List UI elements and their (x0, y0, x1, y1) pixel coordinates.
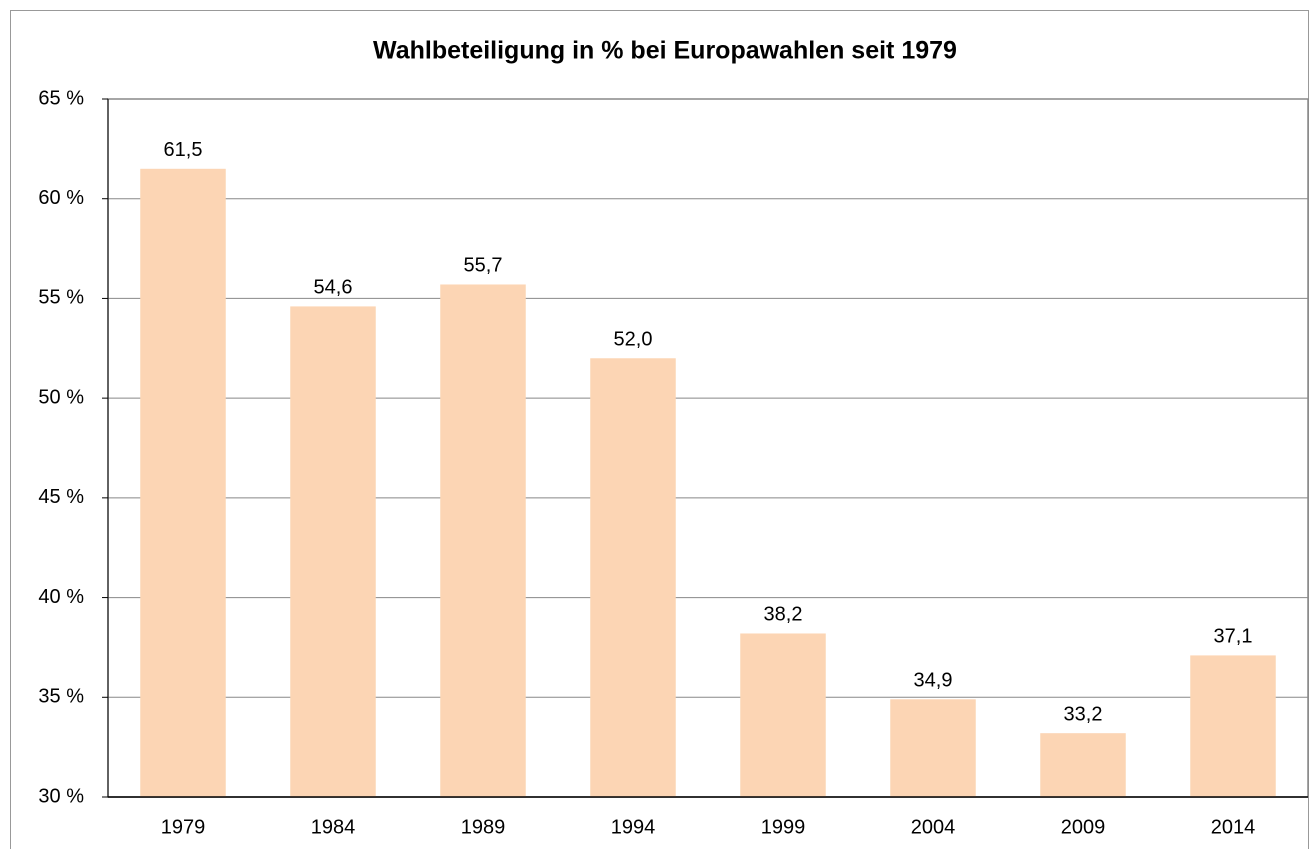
x-tick-label: 1994 (611, 816, 656, 838)
bar (1190, 655, 1276, 797)
data-label: 33,2 (1064, 703, 1103, 725)
x-tick-label: 2014 (1211, 816, 1256, 838)
x-tick-label: 2009 (1061, 816, 1106, 838)
data-label: 61,5 (164, 139, 203, 161)
data-label: 55,7 (464, 255, 503, 277)
bar (740, 633, 826, 797)
bar (890, 699, 976, 797)
bar (140, 168, 226, 798)
y-tick-label: 40 % (38, 586, 84, 608)
bar (1040, 733, 1126, 797)
y-tick-label: 55 % (38, 287, 84, 309)
y-tick-label: 45 % (38, 486, 84, 508)
data-label: 38,2 (764, 604, 803, 626)
y-tick-label: 35 % (38, 686, 84, 708)
y-tick-label: 65 % (38, 87, 84, 109)
bar (290, 306, 376, 797)
data-label: 52,0 (614, 329, 653, 351)
data-label: 54,6 (314, 277, 353, 299)
x-tick-label: 1999 (761, 816, 806, 838)
x-tick-label: 2004 (911, 816, 956, 838)
data-label: 37,1 (1214, 626, 1253, 648)
x-tick-label: 1984 (311, 816, 356, 838)
bar (590, 358, 676, 797)
bar (440, 284, 526, 797)
y-tick-label: 60 % (38, 187, 84, 209)
chart-title: Wahlbeteiligung in % bei Europawahlen se… (373, 37, 957, 65)
x-tick-label: 1979 (161, 816, 206, 838)
data-label: 34,9 (914, 670, 953, 692)
x-tick-label: 1989 (461, 816, 506, 838)
y-tick-label: 50 % (38, 386, 84, 408)
y-tick-label: 30 % (38, 785, 84, 807)
